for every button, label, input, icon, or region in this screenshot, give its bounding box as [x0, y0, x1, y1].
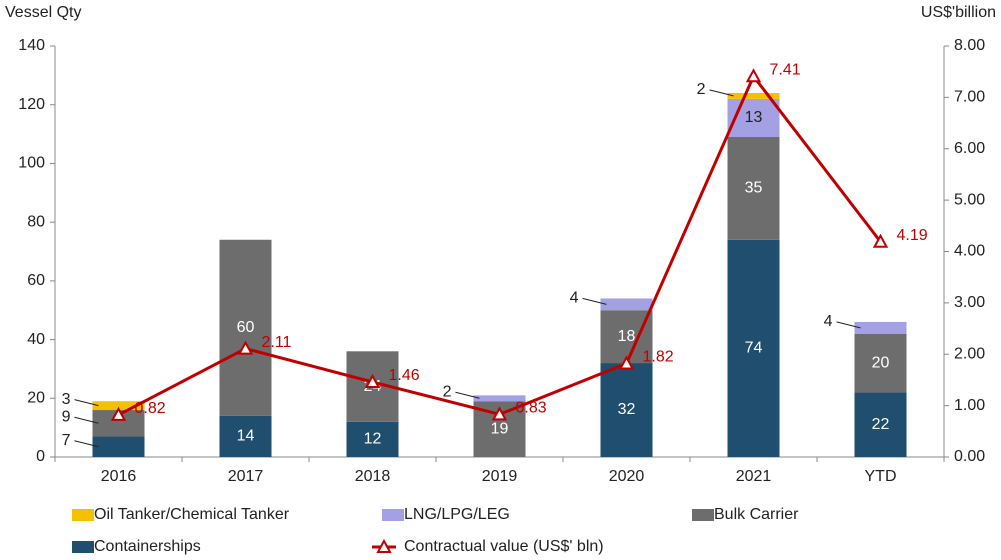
bar-segment: [854, 321, 907, 334]
x-tick-label: 2021: [736, 468, 772, 485]
data-label: 1.82: [643, 349, 674, 366]
y-tick-label: 40: [27, 331, 45, 348]
line-marker: [745, 68, 762, 83]
y2-tick-label: 0.00: [954, 448, 985, 465]
bar-segment: [92, 401, 145, 411]
leader-line: [74, 399, 99, 407]
legend-swatch: [72, 509, 94, 521]
x-tick-label: YTD: [865, 468, 897, 485]
bar-segment: [854, 392, 907, 457]
y2-tick-label: 2.00: [954, 345, 985, 362]
line-marker: [110, 406, 127, 421]
bar-segment: [600, 310, 653, 364]
bar-segment: [473, 395, 526, 402]
x-tick-label: 2019: [482, 468, 518, 485]
y-tick-label: 80: [27, 213, 45, 230]
leader-line: [709, 89, 734, 97]
bar-segment: [727, 137, 780, 240]
y2-tick-label: 8.00: [954, 37, 985, 54]
data-label: 9: [62, 408, 71, 425]
x-tick-label: 2018: [355, 468, 391, 485]
y2-tick-label: 1.00: [954, 397, 985, 414]
x-tick-label: 2016: [101, 468, 137, 485]
leader-line: [455, 391, 480, 399]
legend-label: Contractual value (US$' bln): [404, 538, 604, 555]
y-tick-label: 0: [36, 448, 45, 465]
y-tick-label: 20: [27, 390, 45, 407]
bar-segment: [727, 92, 780, 99]
legend-marker: [376, 538, 392, 553]
data-label: 32: [618, 401, 636, 418]
y2-tick-label: 6.00: [954, 140, 985, 157]
bar-segment: [600, 298, 653, 311]
data-label: 35: [745, 180, 763, 197]
y2-tick-label: 3.00: [954, 294, 985, 311]
line-marker: [237, 340, 254, 355]
legend-swatch: [692, 509, 714, 521]
leader-line: [74, 440, 99, 448]
legend-label: Bulk Carrier: [714, 506, 799, 523]
y-tick-label: 100: [18, 155, 45, 172]
data-label: 0.82: [135, 400, 166, 417]
y-tick-label: 120: [18, 96, 45, 113]
legend-swatch: [382, 509, 404, 521]
data-label: 2.11: [262, 334, 292, 351]
data-label: 4.19: [897, 227, 928, 244]
line-marker: [872, 233, 889, 248]
data-label: 18: [618, 328, 636, 345]
data-label: 20: [872, 354, 890, 371]
y-axis-title: Vessel Qty: [5, 4, 81, 21]
data-label: 4: [824, 313, 833, 330]
legend-label: LNG/LPG/LEG: [404, 506, 510, 523]
bar-segment: [219, 239, 272, 416]
x-tick-label: 2017: [228, 468, 264, 485]
line-marker: [618, 355, 635, 370]
line-marker: [364, 373, 381, 388]
y2-tick-label: 7.00: [954, 89, 985, 106]
y2-tick-label: 5.00: [954, 191, 985, 208]
y2-axis-title: US$'billion: [921, 4, 996, 21]
bar-segment: [346, 421, 399, 457]
data-label: 4: [570, 290, 579, 307]
legend-label: Oil Tanker/Chemical Tanker: [94, 506, 290, 523]
bar-segment: [219, 415, 272, 457]
data-label: 74: [745, 340, 763, 357]
y2-tick-label: 4.00: [954, 243, 985, 260]
data-label: 60: [237, 319, 255, 336]
data-label: 14: [237, 428, 255, 445]
legend-label: Containerships: [94, 538, 201, 555]
leader-line: [74, 416, 99, 424]
data-label: 2: [443, 384, 452, 401]
leader-line: [582, 297, 607, 305]
data-label: 12: [364, 431, 382, 448]
bar-segment: [600, 363, 653, 457]
data-label: 22: [872, 416, 890, 433]
data-label: 0.83: [516, 400, 547, 417]
data-label: 7.41: [770, 62, 801, 79]
bar-segment: [727, 239, 780, 457]
data-label: 19: [491, 420, 509, 437]
leader-line: [836, 321, 861, 329]
bar-segment: [854, 333, 907, 393]
line-marker: [491, 406, 508, 421]
y-tick-label: 60: [27, 272, 45, 289]
y-tick-label: 140: [18, 37, 45, 54]
data-label: 7: [62, 432, 71, 449]
legend-swatch: [72, 541, 94, 553]
data-label: 3: [62, 391, 71, 408]
data-label: 13: [745, 109, 763, 126]
data-label: 2: [697, 81, 706, 98]
x-tick-label: 2020: [609, 468, 645, 485]
bar-segment: [92, 436, 145, 457]
data-label: 1.46: [389, 367, 420, 384]
